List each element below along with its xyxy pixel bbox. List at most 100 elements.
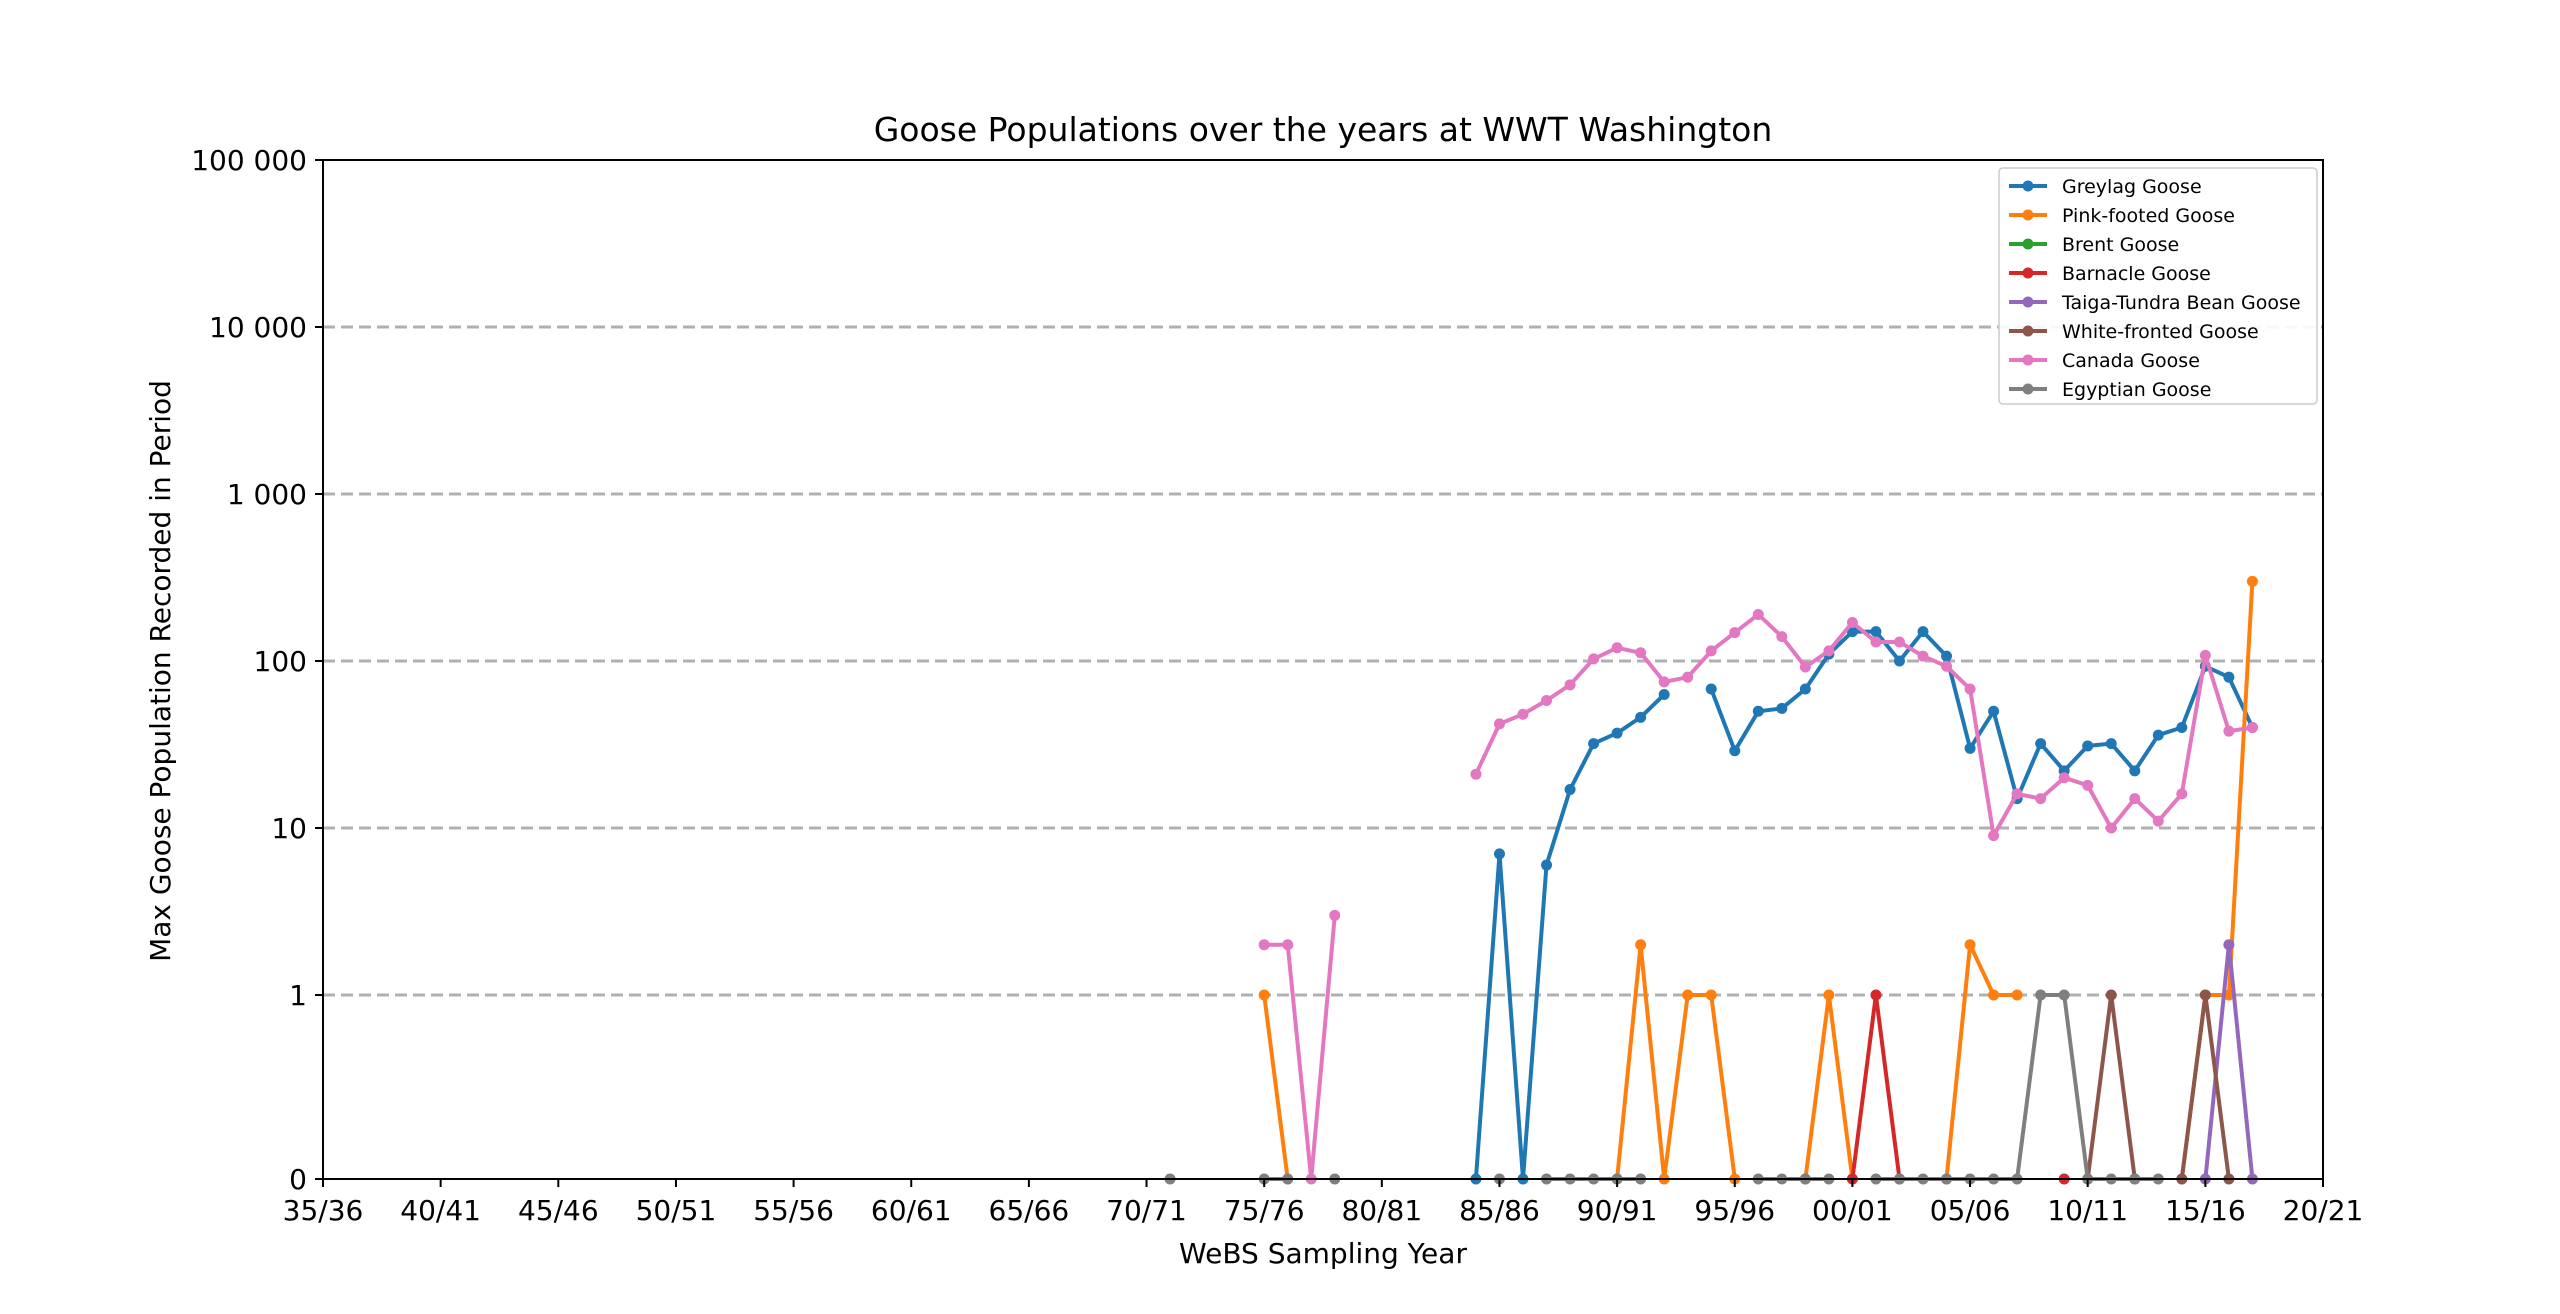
- x-tick-label: 05/06: [1930, 1194, 2011, 1227]
- data-point: [1588, 653, 1600, 665]
- x-tick-label: 20/21: [2283, 1194, 2364, 1227]
- x-tick-label: 70/71: [1106, 1194, 1187, 1227]
- x-tick-label: 85/86: [1459, 1194, 1540, 1227]
- data-point: [1705, 989, 1717, 1001]
- legend-entry-label: Barnacle Goose: [2062, 263, 2211, 285]
- legend-swatch-marker: [2022, 325, 2034, 337]
- data-point: [1729, 745, 1741, 757]
- x-tick-label: 50/51: [636, 1194, 717, 1227]
- series-line: [1474, 612, 2253, 838]
- data-point: [2152, 815, 2164, 827]
- data-point: [1941, 650, 1953, 662]
- data-point: [2105, 822, 2117, 834]
- series-group: [2082, 989, 2235, 1185]
- data-point: [1682, 671, 1694, 683]
- data-point: [2129, 793, 2141, 805]
- series-line: [1262, 994, 1290, 1180]
- data-point: [1988, 705, 2000, 717]
- legend-swatch-marker: [2022, 209, 2034, 221]
- series-line: [1850, 993, 1902, 1180]
- x-tick-label: 95/96: [1694, 1194, 1775, 1227]
- series-group: [1258, 608, 2258, 1185]
- data-point: [2223, 725, 2235, 737]
- data-point: [1964, 683, 1976, 695]
- x-tick-label: 10/11: [2047, 1194, 2128, 1227]
- data-point: [1776, 631, 1788, 643]
- data-point: [1752, 608, 1764, 620]
- data-point: [1846, 617, 1858, 629]
- data-point: [2082, 740, 2094, 752]
- data-point: [1282, 939, 1294, 951]
- y-tick-label: 1 000: [227, 478, 307, 511]
- data-point: [1564, 784, 1576, 796]
- legend-entry-label: Canada Goose: [2062, 350, 2200, 372]
- data-point: [1893, 655, 1905, 667]
- data-point: [2246, 721, 2258, 733]
- data-point: [2058, 772, 2070, 784]
- series-line: [1615, 942, 1737, 1181]
- x-tick-label: 35/36: [283, 1194, 364, 1227]
- data-point: [1917, 626, 1929, 638]
- legend-entry-label: Taiga-Tundra Bean Goose: [2061, 292, 2301, 314]
- data-point: [1823, 645, 1835, 657]
- x-axis-ticks: 35/36 40/41 45/46 50/51 55/56 60/61 65/66 70/71…: [283, 1179, 2364, 1227]
- data-point: [2223, 671, 2235, 683]
- legend-swatch-marker: [2022, 180, 2034, 192]
- data-point: [2105, 738, 2117, 750]
- data-point: [2246, 575, 2258, 587]
- data-point: [2223, 939, 2235, 951]
- data-point: [1658, 689, 1670, 701]
- data-point: [1870, 626, 1882, 638]
- chart-title: Goose Populations over the years at WWT …: [874, 110, 1773, 149]
- data-point: [2011, 989, 2023, 1001]
- data-point: [1329, 909, 1341, 921]
- data-point: [1470, 768, 1482, 780]
- legend-swatch-marker: [2022, 238, 2034, 250]
- data-point: [1635, 647, 1647, 659]
- x-tick-label: 75/76: [1224, 1194, 1305, 1227]
- legend-entry-label: Brent Goose: [2062, 234, 2179, 256]
- data-point: [2058, 989, 2070, 1001]
- data-point: [1258, 989, 1270, 1001]
- x-tick-label: 55/56: [753, 1194, 834, 1227]
- series-line: [1264, 915, 1337, 1181]
- y-tick-label: 0: [289, 1163, 307, 1196]
- data-point: [1658, 676, 1670, 688]
- legend-entry-label: White-fronted Goose: [2062, 321, 2259, 343]
- data-point: [1799, 661, 1811, 673]
- y-tick-label: 1: [289, 979, 307, 1012]
- data-point: [2152, 729, 2164, 741]
- plot-frame: [322, 159, 2324, 1180]
- x-tick-label: 80/81: [1341, 1194, 1422, 1227]
- x-axis-label: WeBS Sampling Year: [1179, 1237, 1467, 1270]
- y-tick-label: 10: [271, 812, 307, 845]
- data-point: [2176, 721, 2188, 733]
- series-lines: [1164, 575, 2258, 1185]
- data-point: [1611, 642, 1623, 654]
- x-tick-label: 60/61: [871, 1194, 952, 1227]
- series-group: [1258, 575, 2258, 1185]
- data-point: [1541, 695, 1553, 707]
- legend-entry-label: Pink-footed Goose: [2062, 205, 2235, 227]
- data-point: [1611, 727, 1623, 739]
- grid-lines: [323, 325, 2323, 997]
- data-point: [1988, 830, 2000, 842]
- data-point: [1517, 708, 1529, 720]
- data-point: [1541, 859, 1553, 871]
- x-tick-label: 90/91: [1577, 1194, 1658, 1227]
- series-line: [1473, 693, 1666, 1181]
- legend-entry-label: Egyptian Goose: [2062, 379, 2211, 401]
- legend-swatch-marker: [2022, 383, 2034, 395]
- data-point: [2176, 788, 2188, 800]
- series-line: [2085, 993, 2137, 1180]
- data-point: [1258, 939, 1270, 951]
- legend-swatch-marker: [2022, 267, 2034, 279]
- data-point: [1823, 989, 1835, 1001]
- data-point: [1870, 636, 1882, 648]
- data-point: [1705, 645, 1717, 657]
- data-point: [1705, 683, 1717, 695]
- data-point: [2035, 989, 2047, 1001]
- data-point: [1964, 742, 1976, 754]
